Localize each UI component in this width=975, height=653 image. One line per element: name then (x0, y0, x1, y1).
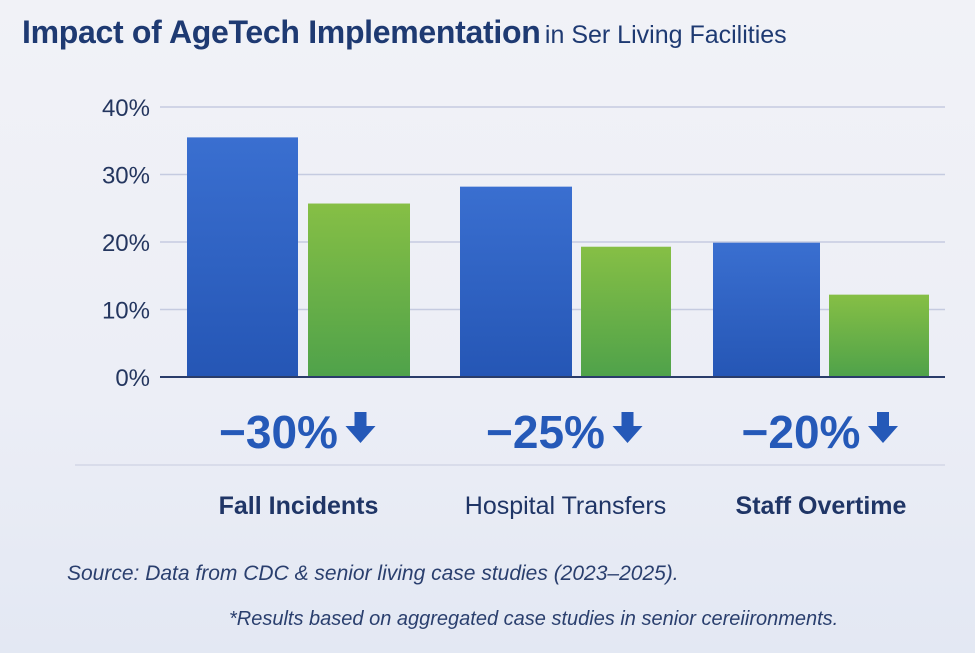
y-tick-label: 0% (115, 365, 150, 392)
title-main: Impact of AgeTech Implementation (22, 14, 541, 50)
title-rest: in Ser Living Facilities (544, 21, 787, 49)
y-tick-label: 10% (102, 298, 150, 325)
category-label: Hospital Transfers (465, 492, 666, 520)
bar-before (713, 242, 820, 377)
y-tick-label: 20% (102, 230, 150, 257)
category-label: Fall Incidents (219, 492, 379, 520)
arrow-down-icon (868, 412, 898, 443)
reduction-label: −30% (219, 406, 338, 458)
chart-title: Impact of AgeTech Implementation in Ser … (22, 14, 787, 51)
y-tick-label: 30% (102, 163, 150, 190)
arrow-down-icon (345, 412, 376, 443)
bar-after (308, 203, 410, 377)
reduction-label: −25% (486, 406, 605, 458)
reduction-label: −20% (742, 406, 861, 458)
source-text: Source: Data from CDC & senior living ca… (67, 562, 679, 585)
bar-before (460, 186, 572, 377)
footnote-text: *Results based on aggregated case studie… (229, 608, 839, 630)
category-label: Staff Overtime (736, 492, 907, 520)
y-tick-label: 40% (102, 95, 150, 122)
bar-before (187, 137, 298, 377)
bar-after (829, 294, 929, 377)
arrow-down-icon (612, 412, 643, 443)
bar-after (581, 246, 671, 377)
